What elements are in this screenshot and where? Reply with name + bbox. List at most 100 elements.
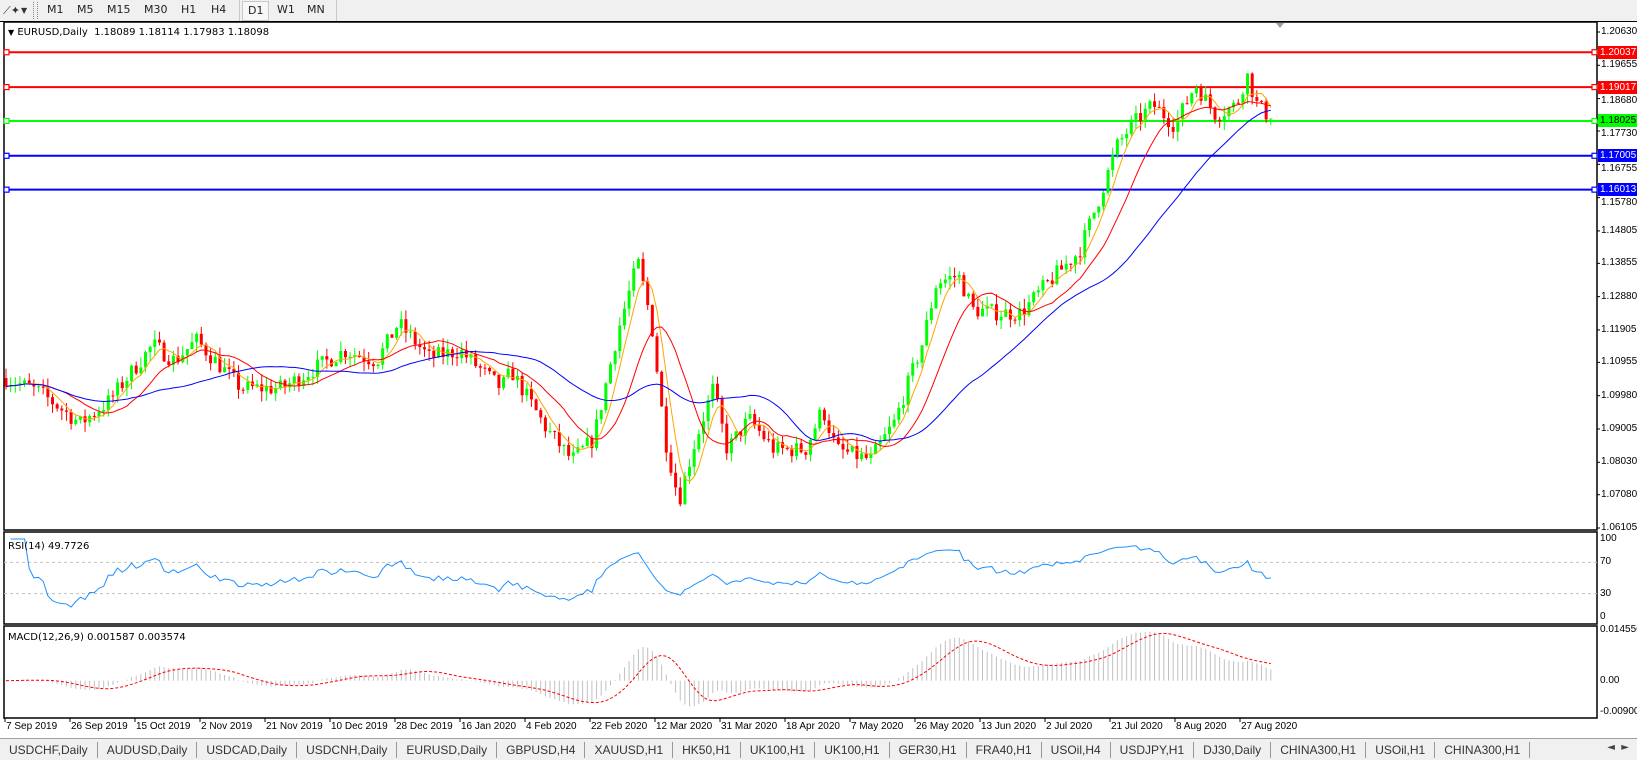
candle-body <box>492 371 496 375</box>
date-axis-label: 12 Mar 2020 <box>656 721 713 732</box>
chart-tab[interactable]: HK50,H1 <box>673 742 741 758</box>
chart-tab[interactable]: USDCAD,Daily <box>197 742 298 758</box>
chart-tab[interactable]: AUDUSD,Daily <box>98 742 198 758</box>
timeframe-button-m30[interactable]: M30 <box>144 3 168 16</box>
candle-body <box>55 404 59 409</box>
candle-body <box>306 376 310 381</box>
toolbar-separator <box>239 0 240 21</box>
candle-body <box>390 334 394 338</box>
date-axis-label: 7 Sep 2019 <box>6 721 58 732</box>
candle-body <box>864 453 868 459</box>
candle-body <box>869 453 873 459</box>
candle-body <box>27 380 31 385</box>
price-axis-label: 1.09005 <box>1601 422 1637 434</box>
candle-body <box>162 342 166 362</box>
timeframe-button-h1[interactable]: H1 <box>181 3 197 16</box>
candle-body <box>125 380 129 389</box>
candle-body <box>622 308 626 326</box>
chart-tab[interactable]: UK100,H1 <box>815 742 890 758</box>
candle-body <box>767 439 771 441</box>
candle-body <box>455 357 459 359</box>
timeframe-button-h4[interactable]: H4 <box>211 3 227 16</box>
candle-body <box>557 431 561 447</box>
chart-tab[interactable]: USDCNH,Daily <box>297 742 398 758</box>
candle-body <box>771 439 775 453</box>
candle-body <box>967 293 971 297</box>
candle-body <box>850 445 854 452</box>
chart-tab[interactable]: EURUSD,Daily <box>397 742 498 758</box>
candle-body <box>543 417 547 432</box>
candle-body <box>781 442 785 448</box>
candle-body <box>688 466 692 477</box>
candle-body <box>195 333 199 343</box>
candle-body <box>1232 102 1236 108</box>
chart-tab[interactable]: USDJPY,H1 <box>1111 742 1195 758</box>
macd-axis-label: 0.00 <box>1600 674 1620 686</box>
level-anchor-handle <box>3 152 10 159</box>
candle-body <box>139 367 143 374</box>
date-axis-label: 2 Jul 2020 <box>1046 721 1093 732</box>
candle-body <box>729 438 733 454</box>
chart-tab[interactable]: USOil,H4 <box>1042 742 1111 758</box>
candle-body <box>199 333 203 345</box>
timeframe-button-m5[interactable]: M5 <box>77 3 94 16</box>
candle-body <box>1213 107 1217 120</box>
chart-tab[interactable]: CHINA300,H1 <box>1271 742 1367 758</box>
candle-body <box>255 384 259 387</box>
candle-body <box>1032 292 1036 303</box>
candle-body <box>920 345 924 363</box>
price-axis-label: 1.08030 <box>1601 456 1637 468</box>
chart-tab[interactable]: GER30,H1 <box>890 742 967 758</box>
date-axis-label: 21 Nov 2019 <box>266 721 323 732</box>
rsi-label: RSI(14) 49.7726 <box>8 541 90 552</box>
chart-tab[interactable]: CHINA300,H1 <box>1435 742 1531 758</box>
candle-body <box>1120 138 1124 140</box>
draw-tool-icon[interactable]: ⟋✦ <box>3 4 20 17</box>
scroll-right-icon[interactable]: ► <box>1621 742 1629 753</box>
chart-tabs: USDCHF,Daily AUDUSD,Daily USDCAD,Daily USDC… <box>0 738 1637 760</box>
chart-tab[interactable]: GBPUSD,H4 <box>497 742 586 758</box>
candle-body <box>92 415 96 417</box>
chevron-down-icon[interactable]: ▼ <box>21 6 28 15</box>
candle-body <box>627 290 631 309</box>
scroll-left-icon[interactable]: ◄ <box>1607 742 1615 753</box>
chart-tab[interactable]: FRA40,H1 <box>967 742 1042 758</box>
date-axis-label: 21 Jul 2020 <box>1111 721 1163 732</box>
price-axis-label: 1.12880 <box>1601 290 1637 302</box>
collapse-triangle-icon[interactable]: ▼ <box>8 28 15 37</box>
chart-tab[interactable]: DJ30,Daily <box>1194 742 1272 758</box>
chart-tab[interactable]: UK100,H1 <box>741 742 816 758</box>
candle-body <box>153 339 157 347</box>
candle-body <box>423 347 426 350</box>
timeframe-button-d1[interactable]: D1 <box>242 1 270 21</box>
chart-canvas[interactable] <box>0 0 1637 738</box>
chart-tab[interactable]: USOil,H1 <box>1366 742 1436 758</box>
tab-scroll-arrows[interactable]: ◄ ► <box>1607 742 1629 753</box>
price-axis-label: 1.15780 <box>1601 197 1637 209</box>
timeframe-button-m15[interactable]: M15 <box>107 3 131 16</box>
chart-tab[interactable]: USDCHF,Daily <box>0 742 98 758</box>
candle-body <box>976 306 980 317</box>
candle-body <box>78 416 82 420</box>
candle-body <box>683 476 687 505</box>
toolbar-grip[interactable] <box>33 2 38 19</box>
candle-body <box>64 410 68 412</box>
rsi-axis-label: 30 <box>1600 587 1612 599</box>
timeframe-button-w1[interactable]: W1 <box>277 3 295 16</box>
candle-body <box>427 349 431 351</box>
candle-body <box>785 447 789 449</box>
candle-body <box>999 316 1003 321</box>
candle-body <box>446 349 450 358</box>
price-axis-label: 1.09980 <box>1601 389 1637 401</box>
candle-body <box>571 452 575 456</box>
candle-body <box>971 293 975 307</box>
date-axis-label: 16 Jan 2020 <box>461 721 517 732</box>
candle-body <box>102 410 106 412</box>
candle-body <box>311 376 315 378</box>
date-axis-label: 18 Apr 2020 <box>786 721 840 732</box>
candle-body <box>1222 116 1226 121</box>
timeframe-button-m1[interactable]: M1 <box>47 3 64 16</box>
candle-body <box>1101 192 1105 207</box>
timeframe-button-mn[interactable]: MN <box>307 3 325 16</box>
chart-tab[interactable]: XAUUSD,H1 <box>585 742 674 758</box>
